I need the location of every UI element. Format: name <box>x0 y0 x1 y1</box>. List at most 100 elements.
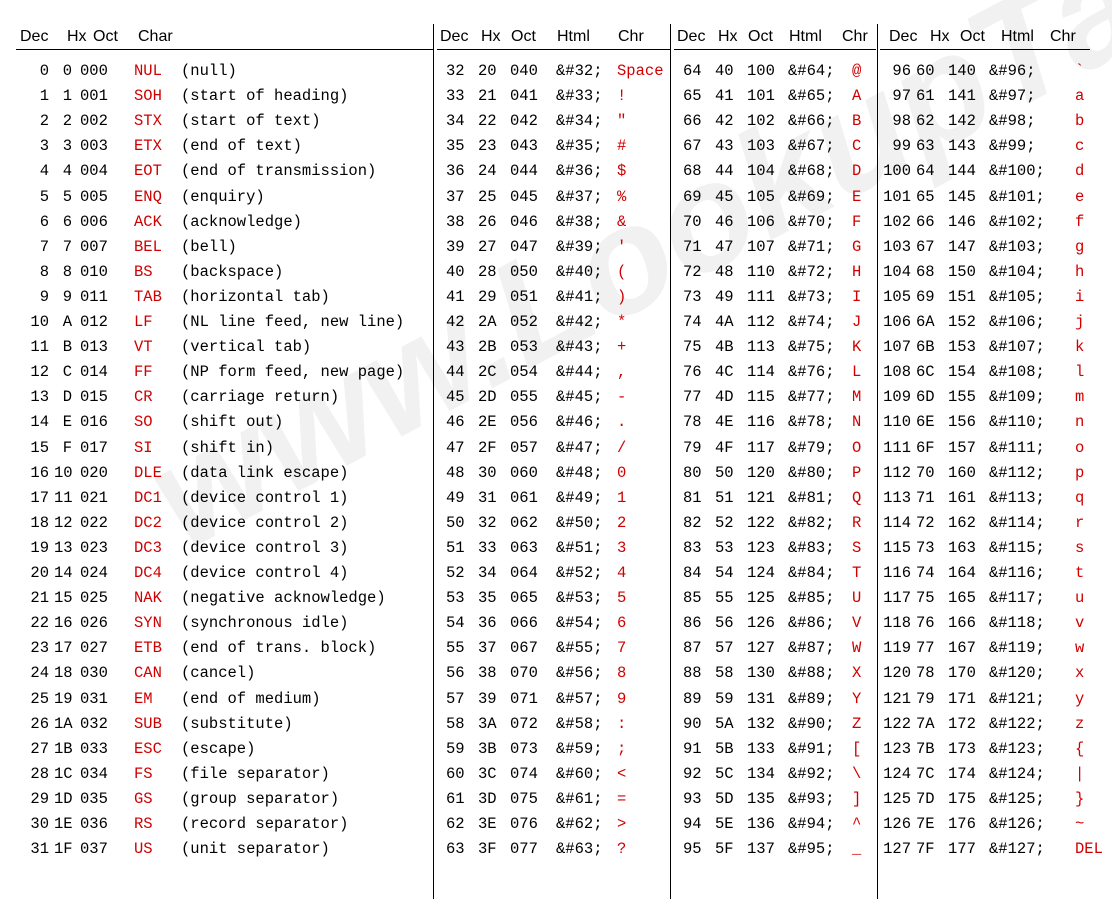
oct-cell: 035 <box>80 789 108 808</box>
hex-cell: 25 <box>478 187 497 206</box>
chr-cell: f <box>1075 212 1085 231</box>
hex-cell: 60 <box>916 62 935 80</box>
hex-cell: 3B <box>478 739 497 758</box>
header-dec: Dec <box>20 28 49 45</box>
hex-cell: 38 <box>478 664 497 683</box>
dec-cell: 85 <box>683 589 702 608</box>
chr-cell: m <box>1075 388 1085 407</box>
oct-cell: 101 <box>747 87 775 106</box>
chr-cell: ? <box>617 840 627 859</box>
dec-cell: 5 <box>39 187 49 206</box>
dec-cell: 65 <box>683 87 702 106</box>
chr-cell: x <box>1075 664 1085 683</box>
oct-cell: 116 <box>747 413 775 432</box>
header-underline <box>437 49 671 50</box>
table-row: 7 7 007 BEL (bell) 39 27 047 &#39; ' 71 47 107 &#71; G… <box>0 236 1112 261</box>
html-cell: &#127; <box>989 840 1045 859</box>
header-chr: Chr <box>1050 28 1076 45</box>
hex-cell: D <box>62 388 72 407</box>
oct-cell: 102 <box>747 112 775 131</box>
oct-cell: 077 <box>510 840 538 859</box>
hex-cell: 24 <box>478 162 497 181</box>
hex-cell: 6C <box>916 363 935 382</box>
hex-cell: 2 <box>62 112 72 131</box>
oct-cell: 104 <box>747 162 775 181</box>
header-char: Char <box>138 28 173 45</box>
hex-cell: 3A <box>478 714 497 733</box>
chr-cell: W <box>852 639 862 658</box>
column-divider <box>877 24 878 899</box>
oct-cell: 146 <box>948 212 976 231</box>
chr-cell: t <box>1075 564 1085 582</box>
oct-cell: 046 <box>510 212 538 231</box>
table-row: 4 4 004 EOT (end of transmission) 36 24 044 &#36… <box>0 160 1112 185</box>
oct-cell: 141 <box>948 87 976 106</box>
dec-cell: 59 <box>446 739 465 758</box>
hex-cell: 66 <box>916 212 935 231</box>
oct-cell: 063 <box>510 538 538 557</box>
hex-cell: B <box>62 338 72 357</box>
chr-cell: B <box>852 112 862 131</box>
oct-cell: 062 <box>510 513 538 532</box>
table-row: 13 D 015 CR (carriage return) 45 2D 055 &#45; - 77… <box>0 386 1112 411</box>
hex-cell: 5D <box>715 789 734 808</box>
html-cell: &#88; <box>788 664 835 683</box>
dec-cell: 11 <box>30 338 49 357</box>
description-cell: (cancel) <box>181 664 256 683</box>
dec-cell: 12 <box>30 363 49 382</box>
oct-cell: 023 <box>80 538 108 557</box>
dec-cell: 119 <box>883 639 911 658</box>
html-cell: &#77; <box>788 388 835 407</box>
html-cell: &#102; <box>989 212 1045 231</box>
hex-cell: 5B <box>715 739 734 758</box>
hex-cell: 28 <box>478 262 497 281</box>
chr-cell: K <box>852 338 862 357</box>
html-cell: &#37; <box>556 187 603 206</box>
html-cell: &#85; <box>788 589 835 608</box>
header-html: Html <box>789 28 822 45</box>
dec-cell: 78 <box>683 413 702 432</box>
dec-cell: 107 <box>883 338 911 357</box>
hex-cell: 3D <box>478 789 497 808</box>
hex-cell: 7A <box>916 714 935 733</box>
html-cell: &#109; <box>989 388 1045 407</box>
oct-cell: 027 <box>80 639 108 658</box>
chr-cell: * <box>617 313 627 331</box>
chr-cell: l <box>1075 363 1085 382</box>
chr-cell: g <box>1075 237 1085 256</box>
oct-cell: 173 <box>948 739 976 758</box>
hex-cell: 2F <box>478 438 497 457</box>
hex-cell: 59 <box>715 689 734 708</box>
description-cell: (file separator) <box>181 764 330 783</box>
oct-cell: 167 <box>948 639 976 658</box>
dec-cell: 74 <box>683 313 702 331</box>
dec-cell: 62 <box>446 815 465 833</box>
dec-cell: 69 <box>683 187 702 206</box>
dec-cell: 88 <box>683 664 702 683</box>
table-row: 18 12 022 DC2 (device control 2) 50 32 062 &#50;… <box>0 512 1112 537</box>
chr-cell: n <box>1075 413 1085 432</box>
description-cell: (data link escape) <box>181 463 349 482</box>
chr-cell: 1 <box>617 488 627 507</box>
dec-cell: 52 <box>446 564 465 582</box>
html-cell: &#61; <box>556 789 603 808</box>
hex-cell: E <box>62 413 72 432</box>
html-cell: &#43; <box>556 338 603 357</box>
dec-cell: 8 <box>39 262 49 281</box>
hex-cell: 3E <box>478 815 497 833</box>
html-cell: &#65; <box>788 87 835 106</box>
hex-cell: 6A <box>916 313 935 331</box>
oct-cell: 053 <box>510 338 538 357</box>
oct-cell: 156 <box>948 413 976 432</box>
chr-cell: [ <box>852 739 862 758</box>
oct-cell: 122 <box>747 513 775 532</box>
dec-cell: 63 <box>446 840 465 859</box>
chr-cell: Y <box>852 689 862 708</box>
chr-cell: c <box>1075 137 1085 156</box>
dec-cell: 106 <box>883 313 911 331</box>
dec-cell: 86 <box>683 614 702 633</box>
chr-cell: 0 <box>617 463 627 482</box>
html-cell: &#94; <box>788 815 835 833</box>
table-row: 30 1E 036 RS (record separator) 62 3E 076 &#62; >… <box>0 813 1112 838</box>
chr-cell: 3 <box>617 538 627 557</box>
